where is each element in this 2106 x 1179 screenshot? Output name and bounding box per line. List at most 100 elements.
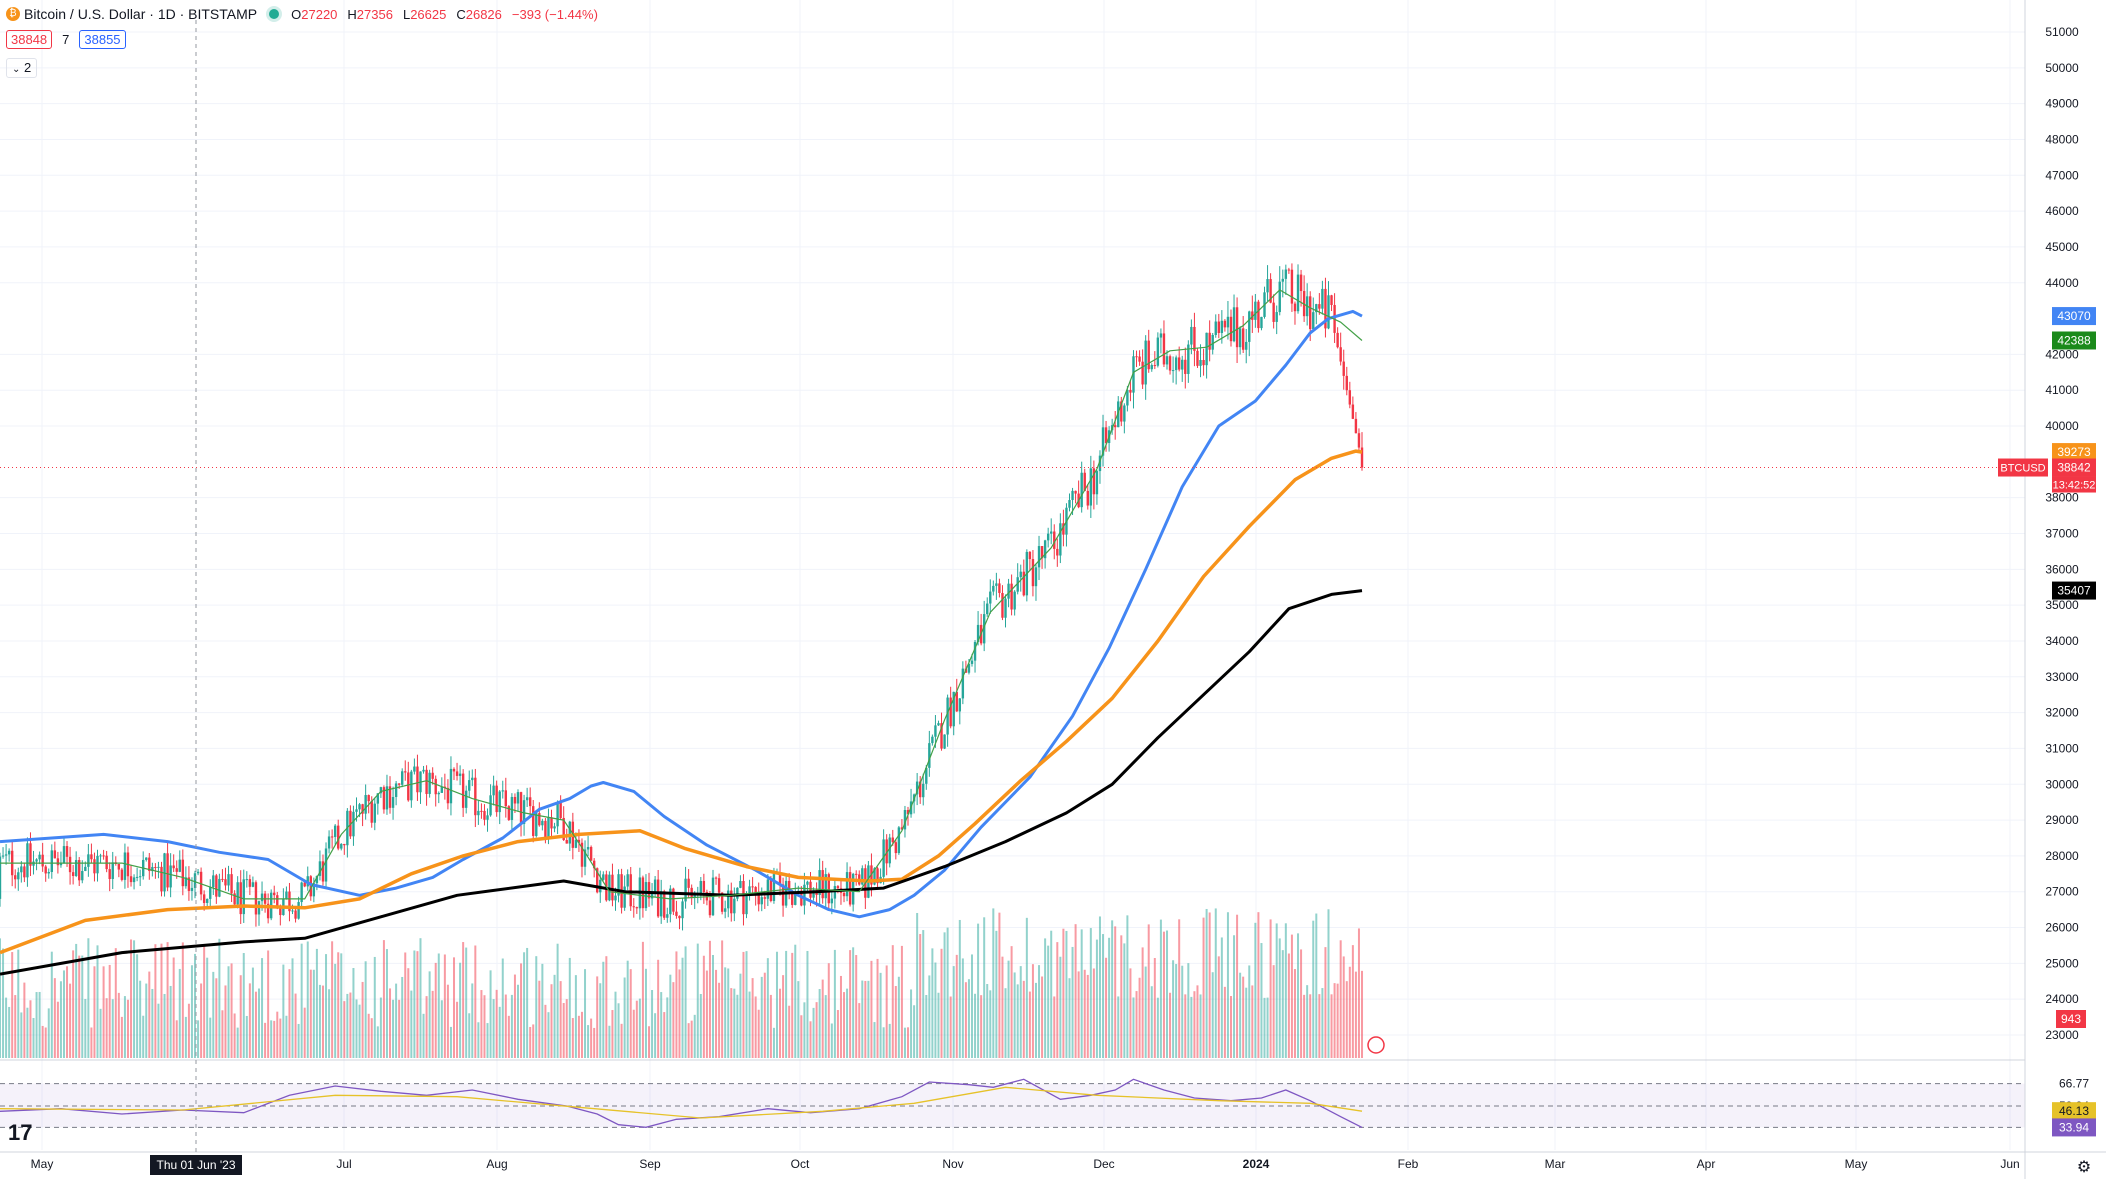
volume-bar xyxy=(456,1001,459,1058)
volume-bar xyxy=(96,945,99,1058)
candle-body xyxy=(684,878,687,902)
ohlc-close: C26826 xyxy=(456,6,502,22)
volume-bar xyxy=(1004,988,1007,1058)
volume-bar xyxy=(288,969,291,1058)
volume-bar xyxy=(416,951,419,1058)
volume-bar xyxy=(1013,972,1016,1058)
candle-body xyxy=(224,879,227,886)
volume-bar xyxy=(282,964,285,1058)
volume-bar xyxy=(584,969,587,1058)
candle-body xyxy=(848,872,852,905)
volume-bar xyxy=(544,1004,547,1058)
candle-body xyxy=(1229,316,1233,342)
market-status-dot[interactable] xyxy=(269,9,280,19)
indicators-toggle[interactable]: ⌄ 2 xyxy=(6,58,38,78)
volume-bar xyxy=(401,976,404,1058)
volume-bar xyxy=(291,958,294,1058)
candle-body xyxy=(90,854,93,860)
candle-body xyxy=(321,861,325,882)
candle-body xyxy=(751,886,754,888)
candle-body xyxy=(187,877,191,891)
volume-bar xyxy=(928,975,931,1058)
volume-bar xyxy=(843,992,846,1058)
rsi-ma-line xyxy=(0,1086,1363,1119)
candle-body xyxy=(138,876,142,878)
volume-bar xyxy=(608,1025,611,1058)
symbol-title[interactable]: Bitcoin / U.S. Dollar · 1D · BITSTAMP xyxy=(24,6,258,22)
volume-bar xyxy=(867,980,870,1058)
candle-body xyxy=(68,856,72,873)
volume-bar xyxy=(648,1026,651,1058)
candle-body xyxy=(1269,279,1272,303)
x-tick-label: May xyxy=(1845,1157,1868,1171)
volume-bar xyxy=(1309,994,1312,1058)
candle-body xyxy=(1275,312,1278,322)
volume-bar xyxy=(782,975,785,1058)
candle-body xyxy=(312,883,316,897)
candle-body xyxy=(550,817,553,829)
volume-bar xyxy=(279,1018,282,1058)
candle-body xyxy=(1050,531,1053,534)
volume-bar xyxy=(730,988,733,1058)
volume-bar xyxy=(949,996,952,1058)
volume-bar xyxy=(715,969,718,1058)
candle-body xyxy=(62,846,66,864)
candle-body xyxy=(1147,340,1150,370)
volume-bar xyxy=(1214,908,1217,1058)
indicators-count: 2 xyxy=(24,60,32,75)
volume-bar xyxy=(270,1020,273,1058)
candle-body xyxy=(455,771,459,776)
volume-bar xyxy=(1074,924,1077,1058)
candle-body xyxy=(1251,311,1254,320)
candle-body xyxy=(431,772,434,779)
buy-button[interactable]: 38855 xyxy=(79,30,126,49)
volume-bar xyxy=(1108,937,1111,1058)
volume-bar xyxy=(248,983,251,1058)
volume-bar xyxy=(711,954,714,1058)
countdown-box xyxy=(2052,476,2096,493)
sell-button[interactable]: 38848 xyxy=(6,30,53,49)
candle-body xyxy=(1184,359,1187,374)
volume-bar xyxy=(1175,964,1178,1058)
volume-bar xyxy=(1190,996,1193,1058)
candle-body xyxy=(1043,540,1047,559)
candle-body xyxy=(190,887,194,891)
volume-bar xyxy=(1275,923,1278,1058)
volume-bar xyxy=(596,976,599,1058)
volume-bar xyxy=(114,948,117,1058)
volume-bar xyxy=(480,990,483,1058)
candle-body xyxy=(495,785,498,813)
candle-body xyxy=(1223,320,1227,328)
volume-bar xyxy=(736,994,739,1058)
rsi-label-box xyxy=(2052,1118,2096,1137)
candle-body xyxy=(806,881,809,885)
candle-body xyxy=(422,769,425,772)
price-label: 38842 xyxy=(2057,461,2091,475)
volume-bar xyxy=(605,956,608,1058)
volume-bar xyxy=(562,1003,565,1058)
volume-bar xyxy=(62,970,65,1058)
volume-bar xyxy=(392,999,395,1058)
volume-bar xyxy=(69,983,72,1058)
candle-body xyxy=(809,881,812,898)
y-tick-label: 25000 xyxy=(2045,956,2079,970)
candle-body xyxy=(458,773,462,776)
volume-bar xyxy=(1105,957,1108,1058)
candle-body xyxy=(215,875,218,897)
candle-body xyxy=(1123,405,1126,422)
candle-body xyxy=(559,802,562,818)
candle-body xyxy=(1117,401,1120,428)
x-tick-label: May xyxy=(31,1157,54,1171)
volume-bar xyxy=(977,923,980,1058)
candle-body xyxy=(556,802,559,827)
candle-body xyxy=(568,821,571,844)
volume-bar xyxy=(184,1016,187,1058)
candle-body xyxy=(1309,296,1312,330)
volume-bar xyxy=(35,992,38,1058)
volume-bar xyxy=(879,972,882,1058)
volume-bar xyxy=(1208,912,1211,1058)
volume-bar xyxy=(894,986,897,1058)
candle-body xyxy=(333,825,337,837)
volume-bar xyxy=(1117,996,1120,1058)
